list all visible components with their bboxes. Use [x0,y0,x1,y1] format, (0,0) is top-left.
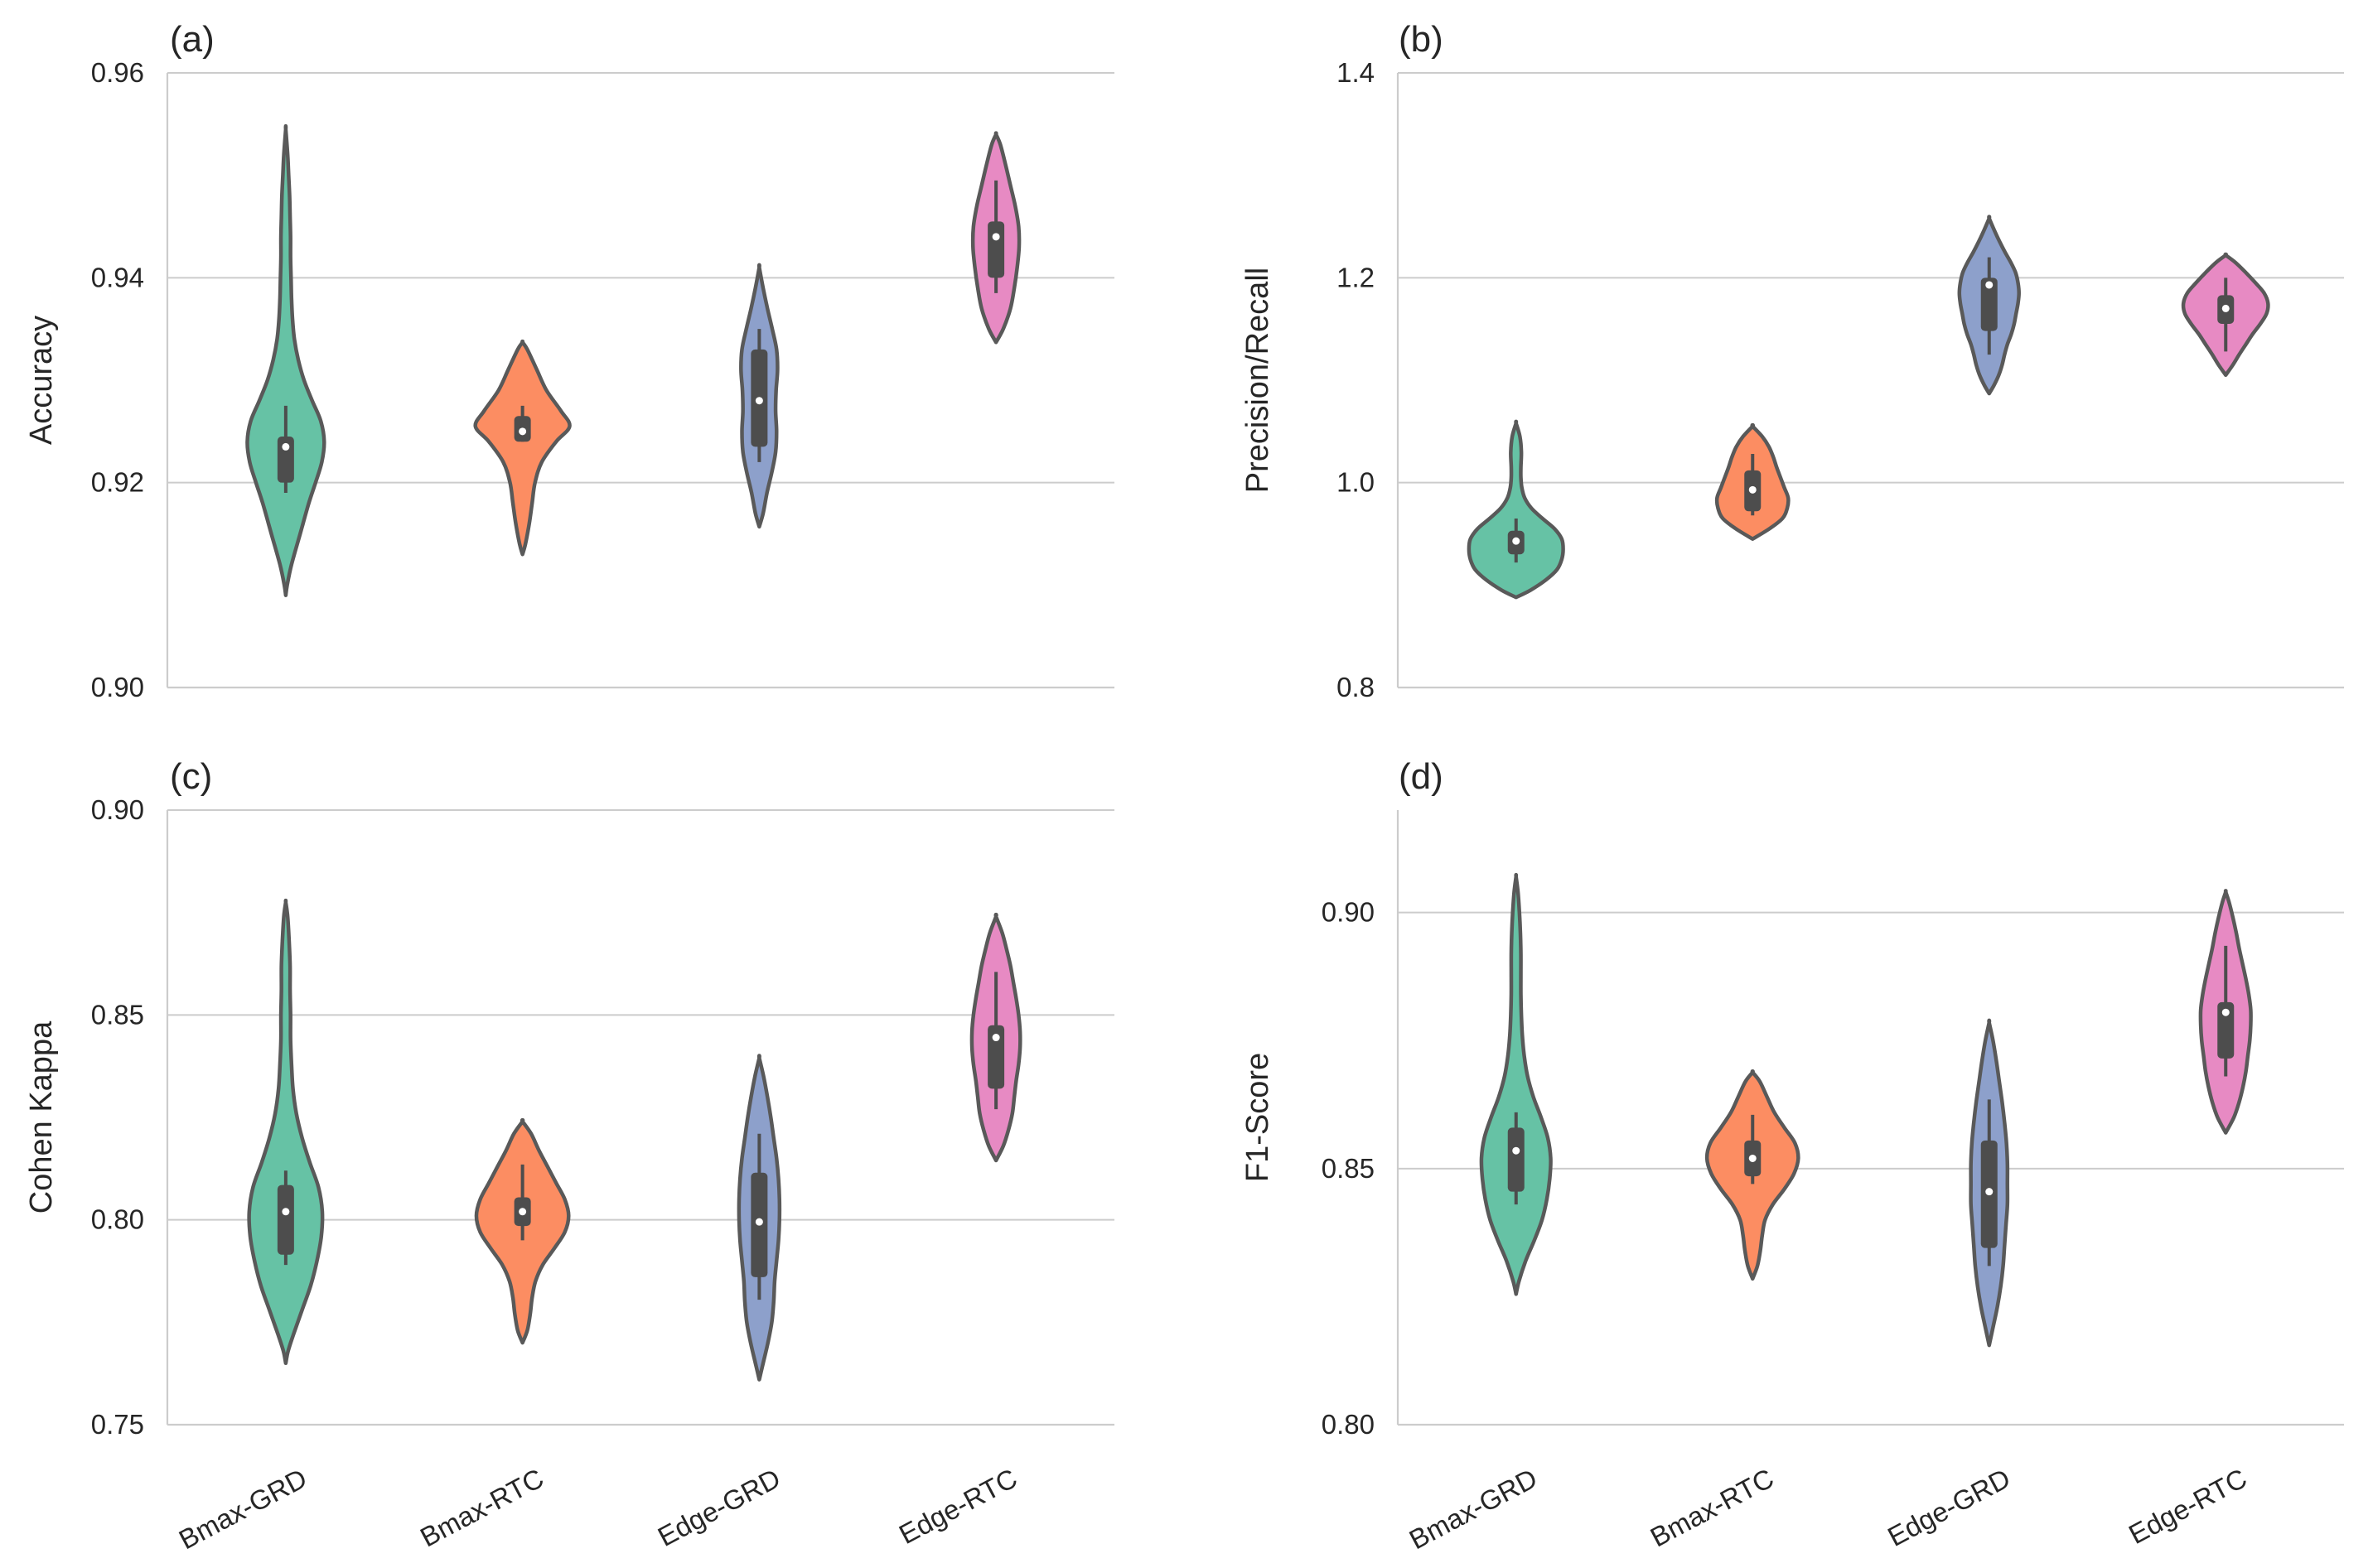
violin-iqr-box [1507,1127,1525,1192]
violin-iqr-box [988,1025,1005,1089]
violin-bmax-grd [245,123,326,597]
violin-median-dot [2221,304,2230,312]
y-tick-label: 0.80 [1322,1409,1375,1440]
y-tick-label: 0.75 [91,1409,144,1440]
y-tick-label: 0.90 [91,672,144,702]
violin-median-dot [755,1218,763,1226]
violin-iqr-box [277,437,294,483]
x-category-label: Edge-GRD [1882,1463,2015,1552]
violin-median-dot [519,1208,527,1216]
violin-iqr-box [277,1184,294,1255]
panel-c: 0.75 0.80 0.85 0.90 Cohen Kappa (c) Bmax-GRD Bm… [24,756,1114,1555]
violin-median-dot [1985,281,1994,289]
violin-bmax-grd [1479,872,1553,1296]
y-axis-title: Cohen Kappa [24,1020,59,1213]
panel-d: 0.80 0.85 0.90 F1-Score (d) Bmax-GRD Bmax-RTC E… [1240,756,2344,1555]
panel-b: 0.8 1.0 1.2 1.4 Precision/Recall (b) [1240,19,2344,702]
x-category-label: Bmax-GRD [1404,1463,1542,1556]
violin-bmax-grd [1467,419,1565,600]
violin-median-dot [519,427,527,436]
y-tick-label: 1.0 [1336,467,1375,498]
y-tick-label: 0.90 [91,794,144,825]
y-tick-label: 0.92 [91,467,144,498]
y-tick-label: 0.94 [91,262,144,292]
y-tick-label: 0.85 [91,999,144,1030]
violin-median-dot [1985,1188,1994,1196]
panel-a: 0.90 0.92 0.94 0.96 Accuracy (a) [24,19,1114,702]
y-tick-label: 0.90 [1322,897,1375,928]
violin-median-dot [1512,1146,1520,1155]
y-tick-label: 0.80 [91,1204,144,1235]
violin-median-dot [282,442,290,451]
violin-iqr-box [988,221,1005,278]
violin-iqr-box [1980,277,1998,331]
x-category-label: Bmax-RTC [415,1463,549,1553]
y-tick-label: 1.4 [1336,57,1375,88]
violin-median-dot [282,1208,290,1216]
violin-median-dot [1748,1154,1757,1162]
violin-bmax-grd [247,898,325,1366]
panel-label: (c) [170,756,212,797]
x-category-label: Edge-RTC [2124,1463,2251,1551]
x-category-label: Bmax-RTC [1646,1463,1779,1553]
y-tick-label: 0.8 [1336,672,1375,702]
x-category-label: Edge-GRD [653,1463,785,1552]
violin-median-dot [755,397,763,405]
y-axis-title: Accuracy [24,316,59,445]
y-axis-title: F1-Score [1240,1053,1275,1182]
violin-median-dot [992,233,1000,241]
violin-iqr-box [2217,1001,2235,1059]
violin-median-dot [992,1034,1000,1042]
violin-median-dot [1512,537,1520,545]
panel-label: (d) [1399,756,1443,797]
panel-label: (a) [170,19,215,60]
x-category-label: Bmax-GRD [174,1463,312,1556]
x-category-label: Edge-RTC [894,1463,1022,1551]
y-tick-label: 1.2 [1336,262,1375,292]
y-axis-title: Precision/Recall [1240,268,1275,493]
violin-median-dot [2221,1008,2230,1016]
violin-bmax-rtc [473,339,572,557]
y-tick-label: 0.96 [91,57,144,88]
panel-label: (b) [1399,19,1443,60]
y-tick-label: 0.85 [1322,1153,1375,1184]
violin-median-dot [1748,485,1757,494]
